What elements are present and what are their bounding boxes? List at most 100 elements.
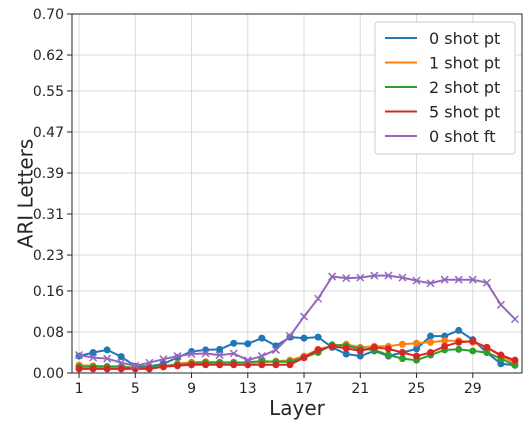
data-point <box>75 365 83 373</box>
x-tick-label: 17 <box>295 381 313 397</box>
legend-entry-label: 0 shot pt <box>429 29 500 48</box>
data-point <box>454 275 463 284</box>
data-point <box>468 275 477 284</box>
data-point <box>497 360 505 368</box>
series-5-shot-pt <box>75 337 519 373</box>
y-tick-label: 0.23 <box>33 248 64 264</box>
data-point <box>103 354 112 363</box>
data-point <box>216 345 224 353</box>
data-point <box>455 326 463 334</box>
data-point <box>342 350 350 358</box>
data-point <box>230 361 238 369</box>
y-tick-label: 0.31 <box>33 207 64 223</box>
data-point <box>216 361 224 369</box>
data-point <box>483 343 491 351</box>
data-point <box>426 279 435 288</box>
data-point <box>173 362 181 370</box>
data-point <box>215 351 224 360</box>
data-point <box>455 338 463 346</box>
data-point <box>187 349 196 359</box>
data-point <box>314 346 322 354</box>
x-tick-label: 21 <box>351 381 369 397</box>
y-axis-ticks: 0.00 0.08 0.16 0.23 0.31 0.39 0.47 0.55 0.62 0.70 <box>33 7 72 382</box>
data-point <box>440 275 449 284</box>
y-tick-label: 0.55 <box>33 84 64 100</box>
data-point <box>145 365 153 373</box>
x-tick-label: 29 <box>464 381 482 397</box>
data-point <box>413 345 421 353</box>
data-point <box>314 333 322 341</box>
data-point <box>427 348 435 356</box>
data-point <box>202 361 210 369</box>
data-point <box>511 356 519 364</box>
data-point <box>271 345 280 354</box>
data-point <box>328 342 336 350</box>
data-point <box>103 365 111 373</box>
data-point <box>427 338 435 346</box>
data-point <box>398 273 407 282</box>
data-point <box>370 343 378 351</box>
data-point <box>469 347 477 355</box>
data-point <box>413 352 421 360</box>
data-point <box>286 361 294 369</box>
series-group <box>75 271 519 373</box>
data-point <box>314 294 323 303</box>
y-tick-label: 0.39 <box>33 166 64 182</box>
data-point <box>384 351 392 359</box>
data-point <box>202 346 210 354</box>
data-point <box>370 271 379 280</box>
y-tick-label: 0.16 <box>33 284 64 300</box>
data-point <box>510 315 519 324</box>
x-tick-label: 13 <box>239 381 257 397</box>
data-point <box>441 337 449 345</box>
data-point <box>201 349 210 358</box>
data-point <box>173 352 182 361</box>
data-point <box>356 273 365 282</box>
data-point <box>356 352 364 360</box>
data-point <box>328 272 337 281</box>
data-point <box>300 334 308 342</box>
data-point <box>342 344 350 352</box>
data-point <box>117 353 125 361</box>
data-point <box>384 345 392 353</box>
data-point <box>384 271 393 280</box>
data-point <box>455 345 463 353</box>
legend-entry-label: 5 shot pt <box>429 103 500 122</box>
series-line <box>78 274 516 367</box>
data-point <box>272 361 280 369</box>
data-point <box>469 337 477 345</box>
data-point <box>89 353 98 362</box>
x-tick-label: 25 <box>408 381 426 397</box>
data-point <box>243 356 252 365</box>
data-point <box>497 351 505 359</box>
data-point <box>398 355 406 363</box>
data-point <box>117 358 126 367</box>
y-tick-label: 0.70 <box>33 7 64 23</box>
series-0-shot-ft <box>75 271 519 370</box>
y-tick-label: 0.08 <box>33 325 64 341</box>
data-point <box>257 352 266 361</box>
data-point <box>75 351 84 360</box>
y-axis-label: ARI Letters <box>14 139 38 249</box>
data-point <box>103 346 111 354</box>
data-point <box>159 363 167 371</box>
x-axis-label: Layer <box>269 396 326 420</box>
data-point <box>117 365 125 373</box>
data-point <box>229 349 238 358</box>
y-tick-label: 0.00 <box>33 366 64 382</box>
data-point <box>300 354 308 362</box>
data-point <box>427 332 435 340</box>
data-point <box>342 274 351 283</box>
plot-frame <box>71 13 523 374</box>
x-tick-label: 1 <box>75 381 84 397</box>
data-point <box>159 355 168 364</box>
data-point <box>258 334 266 342</box>
data-point <box>356 347 364 355</box>
data-point <box>398 348 406 356</box>
data-point <box>230 339 238 347</box>
data-point <box>441 342 449 350</box>
y-tick-label: 0.62 <box>33 48 64 64</box>
legend-entry-label: 2 shot pt <box>429 78 500 97</box>
data-point <box>244 340 252 348</box>
